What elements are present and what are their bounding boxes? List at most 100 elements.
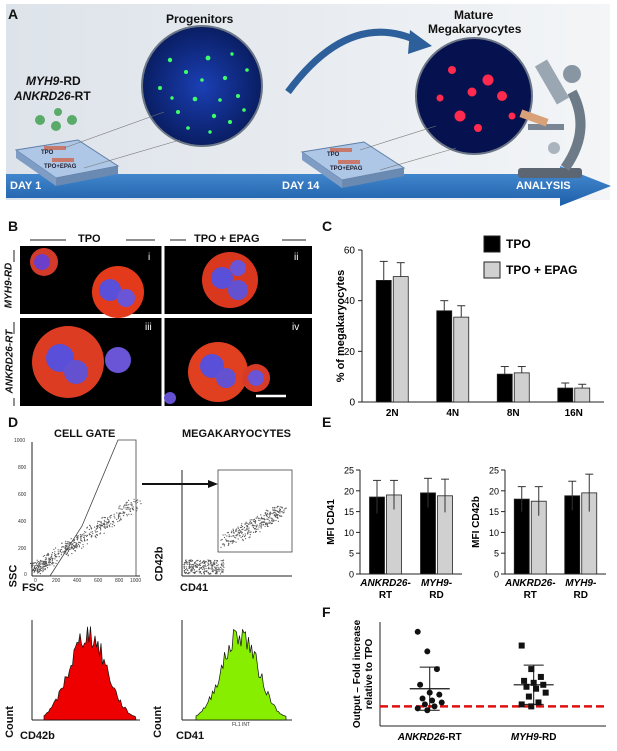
scatter-dot [34,562,36,564]
scatter-dot [81,533,83,536]
scatter-dot [37,568,39,570]
scatter-dot [187,573,189,575]
scatter-dot [86,539,88,541]
scatter-dot [190,566,192,568]
megakaryocyte-cells-ii [202,252,258,308]
scatter-dot [57,549,59,551]
scatter-dot [50,556,53,558]
scatter-dot [54,554,56,557]
scatter-dot [70,543,72,545]
x-tick: 200 [52,578,61,584]
scatter-dot [54,558,56,560]
data-point [535,699,542,706]
scatter-dot [112,520,114,522]
scatter-dot [140,503,142,505]
progenitors-label: Progenitors [166,12,234,26]
y-tick: 200 [18,546,27,552]
bar [453,316,470,403]
chart-f: ANKRD26-RT MYH9-RD Output – Fold increase r… [352,619,606,743]
scatter-dot [285,507,287,509]
y-tick-label: 15 [489,507,499,517]
scatter-dot [217,564,219,566]
data-point [533,685,540,692]
legend-swatch [483,235,501,253]
zoom-line [63,111,165,149]
scatter-dot [264,518,266,521]
scatter-dot [51,563,53,565]
scatter-dot [245,538,247,540]
scatter-dot [225,538,227,540]
tile-label-iv: iv [292,322,300,333]
scatter-dot [189,572,191,574]
panel-letter-c: C [322,218,333,234]
scatter-dot [90,531,92,533]
scatter-dot [31,565,33,568]
scatter-dot [262,521,264,523]
scatter-dot [137,501,139,503]
scatter-dot [74,541,76,544]
scatter-dot [106,523,108,525]
culture-plate-day1-icon [14,139,120,186]
scatter-dot [226,540,229,542]
scatter-dot [279,508,281,511]
scatter-dot [121,512,123,515]
count-axis-label: Count [3,706,16,738]
scatter-dot [216,569,218,571]
scatter-dot [126,504,128,506]
scatter-dot [71,546,73,548]
scatter-dot [201,568,204,570]
scatter-dot [186,568,188,570]
scatter-dot [266,525,269,528]
scatter-dot [81,540,83,542]
scatter-dot [77,535,79,538]
y-tick-label: 10 [344,528,354,538]
scatter-dot [127,506,129,508]
scatter-dot [209,559,211,562]
scatter-dot [220,539,222,541]
scatter-dot [245,522,247,524]
scatter-dot [233,540,235,543]
bar [375,279,392,403]
scatter-dot [126,513,128,516]
scatter-dot [54,551,56,553]
scatter-dot [50,557,52,559]
bar [513,372,530,403]
scatter-dot [73,545,75,547]
scatter-dot [39,565,42,568]
scatter-dot [117,517,120,519]
scatter-dot [187,561,189,563]
scatter-dot [223,536,226,539]
scatter-dot [39,561,41,563]
scatter-dot [42,569,44,572]
day1-label: DAY 1 [10,180,42,192]
scatter-dot [242,538,244,541]
scatter-dot [76,538,78,540]
scatter-dot [222,565,224,567]
scatter-dot [106,525,108,527]
scatter-dot [55,555,57,558]
scatter-dot [261,516,263,519]
gene-label-ankrd26: ANKRD26-RT [14,89,91,103]
scatter-dot [244,533,246,535]
scatter-dot [77,537,79,539]
scatter-dot [260,527,262,529]
scatter-dot [35,569,37,571]
scatter-dot [246,522,248,524]
scatter-dot [222,559,225,561]
data-point [518,701,525,708]
scatter-dot [239,530,241,532]
scatter-dot [36,566,38,569]
scatter-dot [127,504,129,506]
scatter-dot [207,562,209,564]
data-point [525,693,532,700]
scatter-dot [44,563,46,565]
legend-label: TPO + EPAG [506,263,577,277]
scatter-dot [36,561,39,563]
scatter-dot [106,526,109,528]
day14-label: DAY 14 [282,180,320,192]
scatter-dot [38,562,41,565]
scatter-dot [253,528,255,530]
scatter-dot [208,563,210,565]
x-tick-label: MYH9- [421,578,453,589]
